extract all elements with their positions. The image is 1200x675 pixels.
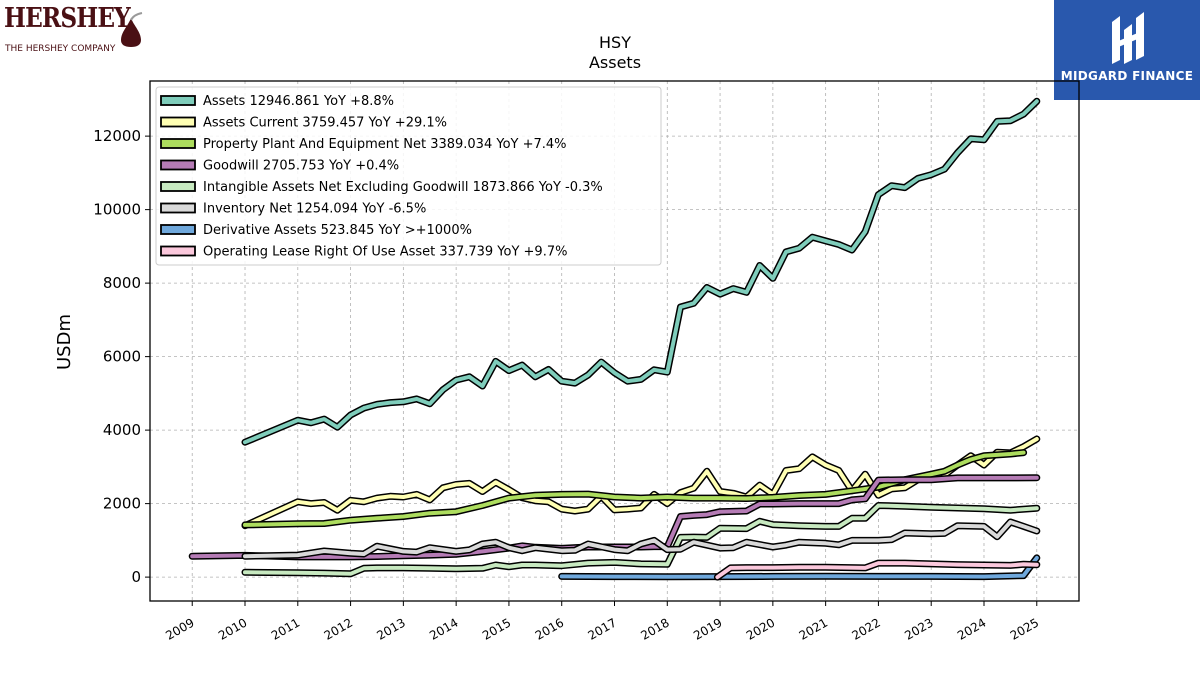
- x-tick-label: 2020: [744, 615, 777, 642]
- series-property-plant-and-equipment-net-line: [243, 450, 1026, 527]
- x-tick-label: 2014: [427, 615, 460, 642]
- legend-entry-goodwill: Goodwill 2705.753 YoY +0.4%: [160, 159, 399, 174]
- chart-subtitle: Assets: [589, 53, 641, 72]
- y-tick-label: 12000: [93, 127, 141, 145]
- x-tick-label: 2017: [586, 615, 619, 642]
- series-derivative-assets: [558, 554, 1041, 581]
- legend-label: Assets Current 3759.457 YoY +29.1%: [203, 116, 447, 131]
- midgard-finance-name: MIDGARD FINANCE: [1060, 69, 1194, 83]
- chart-title: HSY: [599, 33, 631, 52]
- x-tick-label: 2015: [480, 615, 513, 642]
- y-tick-label: 6000: [103, 348, 141, 366]
- x-tick-label: 2016: [533, 615, 566, 642]
- y-axis-label: USDm: [54, 314, 75, 370]
- midgard-logo-icon: [1112, 12, 1144, 64]
- x-tick-label: 2021: [797, 615, 830, 642]
- x-tick-label: 2013: [374, 615, 407, 642]
- x-tick-label: 2019: [691, 615, 724, 642]
- legend-entry-inventory-net: Inventory Net 1254.094 YoY -6.5%: [160, 202, 426, 217]
- x-tick-label: 2023: [902, 615, 935, 642]
- legend-entry-assets: Assets 12946.861 YoY +8.8%: [160, 94, 394, 109]
- legend-label: Assets 12946.861 YoY +8.8%: [203, 94, 394, 109]
- legend-swatch: [160, 116, 196, 128]
- hershey-logo: HERSHEY THE HERSHEY COMPANY: [4, 4, 144, 56]
- legend-label: Operating Lease Right Of Use Asset 337.7…: [203, 245, 567, 260]
- legend-label: Property Plant And Equipment Net 3389.03…: [203, 137, 567, 152]
- y-tick-label: 2000: [103, 495, 141, 513]
- hershey-company-name: THE HERSHEY COMPANY: [5, 44, 116, 54]
- legend-box: [155, 86, 662, 266]
- legend-swatch: [160, 181, 196, 192]
- series-derivative-assets-line: [559, 555, 1039, 579]
- series-operating-lease-right-of-use-asset-line: [715, 561, 1039, 580]
- series-property-plant-and-equipment-net: [241, 449, 1028, 529]
- x-tick-label: 2022: [849, 615, 882, 642]
- x-tick-label: 2018: [638, 615, 671, 642]
- series-operating-lease-right-of-use-asset: [713, 559, 1041, 581]
- x-tick-label: 2009: [163, 615, 196, 642]
- legend-entry-assets-current: Assets Current 3759.457 YoY +29.1%: [160, 116, 447, 131]
- series-lines: [188, 97, 1041, 581]
- y-tick-label: 10000: [93, 201, 141, 219]
- legend-swatch: [160, 138, 196, 149]
- y-tick-label: 0: [131, 568, 141, 586]
- hershey-wordmark: HERSHEY: [4, 3, 131, 34]
- y-tick-label: 4000: [103, 421, 141, 439]
- legend-swatch: [160, 159, 196, 171]
- legend-swatch: [160, 95, 196, 106]
- legend: Assets 12946.861 YoY +8.8% Assets Current…: [155, 86, 662, 266]
- x-tick-label: 2011: [269, 615, 302, 642]
- kiss-icon: [121, 12, 143, 47]
- legend-entry-derivative-assets: Derivative Assets 523.845 YoY >+1000%: [160, 223, 472, 238]
- legend-swatch: [160, 202, 196, 214]
- midgard-finance-logo: MIDGARD FINANCE: [1054, 0, 1200, 100]
- series-inventory-net: [241, 518, 1041, 560]
- series-goodwill: [188, 474, 1041, 561]
- series-inventory-net-outline: [241, 518, 1041, 560]
- series-inventory-net-line: [243, 520, 1039, 559]
- x-tick-label: 2012: [322, 615, 355, 642]
- x-tick-label: 2024: [955, 615, 988, 642]
- legend-label: Goodwill 2705.753 YoY +0.4%: [203, 159, 399, 174]
- legend-entry-intangible-assets-net-excluding-goodwill: Intangible Assets Net Excluding Goodwill…: [160, 180, 603, 195]
- legend-label: Inventory Net 1254.094 YoY -6.5%: [203, 202, 426, 217]
- legend-label: Intangible Assets Net Excluding Goodwill…: [203, 180, 603, 195]
- series-goodwill-line: [190, 475, 1039, 559]
- legend-swatch: [160, 245, 196, 257]
- legend-entry-property-plant-and-equipment-net: Property Plant And Equipment Net 3389.03…: [160, 137, 567, 152]
- y-tick-label: 8000: [103, 274, 141, 292]
- x-tick-label: 2010: [216, 615, 249, 642]
- series-assets: [241, 97, 1041, 446]
- legend-label: Derivative Assets 523.845 YoY >+1000%: [203, 223, 472, 238]
- legend-entry-operating-lease-right-of-use-asset: Operating Lease Right Of Use Asset 337.7…: [160, 245, 567, 260]
- x-tick-label: 2025: [1008, 615, 1041, 642]
- series-assets-line: [243, 99, 1039, 445]
- legend-swatch: [160, 224, 196, 235]
